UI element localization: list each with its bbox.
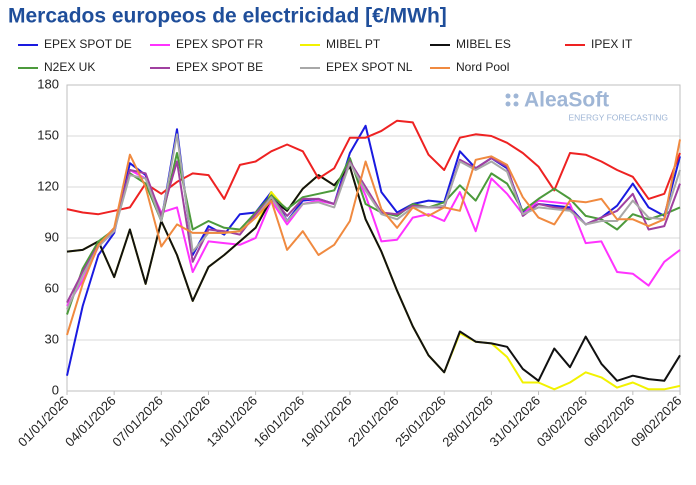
legend-label: IPEX IT <box>591 37 633 51</box>
plot-border <box>66 84 681 392</box>
legend-label: MIBEL ES <box>456 37 511 51</box>
y-tick-label: 30 <box>45 331 59 346</box>
logo-dot <box>505 101 511 107</box>
y-tick-label: 60 <box>45 280 59 295</box>
legend-label: N2EX UK <box>44 60 95 74</box>
y-tick-label: 0 <box>52 382 59 397</box>
series-line <box>66 160 681 307</box>
series-line <box>66 124 681 376</box>
y-tick-label: 180 <box>37 76 59 91</box>
legend-label: EPEX SPOT BE <box>176 60 263 74</box>
legend-label: EPEX SPOT NL <box>326 60 413 74</box>
x-tick-label: 09/02/2026 <box>628 393 685 450</box>
logo-dot <box>513 93 519 99</box>
chart-title: Mercados europeos de electricidad [€/MWh… <box>8 5 447 28</box>
legend-label: MIBEL PT <box>326 37 381 51</box>
y-tick-label: 90 <box>45 229 59 244</box>
logo-dot <box>505 93 511 99</box>
legend-label: EPEX SPOT DE <box>44 37 132 51</box>
legend-label: Nord Pool <box>456 60 509 74</box>
watermark-name: AleaSoft <box>524 89 609 112</box>
logo-dot <box>513 101 519 107</box>
watermark: AleaSoft ENERGY FORECASTING <box>505 89 669 122</box>
series-line <box>66 139 681 336</box>
legend-label: EPEX SPOT FR <box>176 37 263 51</box>
watermark-tagline: ENERGY FORECASTING <box>569 112 669 122</box>
y-tick-label: 150 <box>37 127 59 142</box>
y-tick-label: 120 <box>37 178 59 193</box>
series-line <box>66 165 681 382</box>
series-line <box>66 133 681 310</box>
